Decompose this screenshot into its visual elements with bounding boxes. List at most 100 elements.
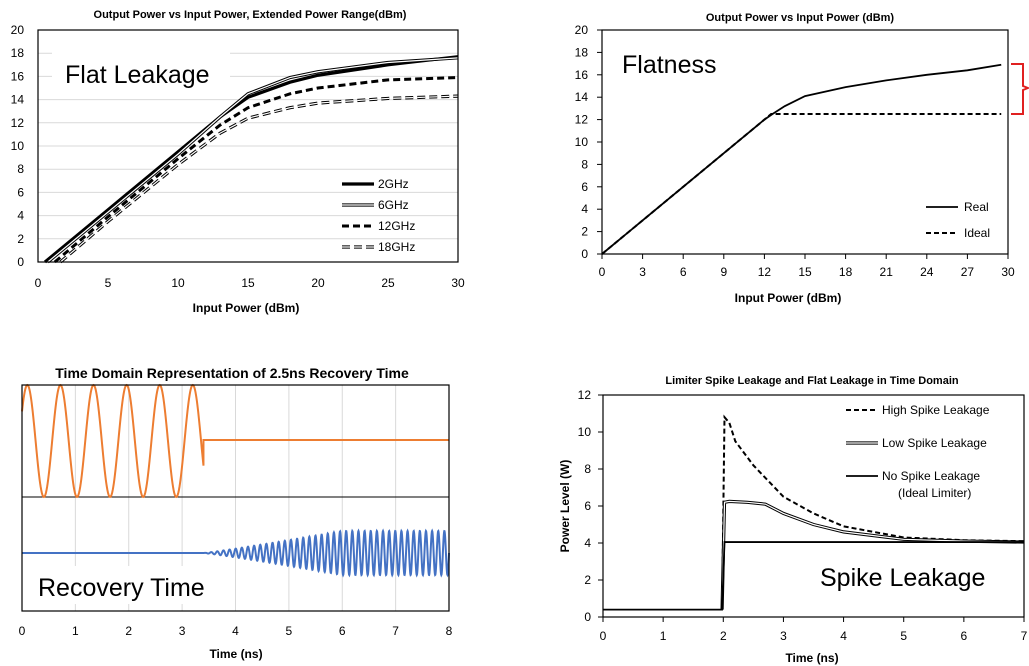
- chart4-y-tick: 6: [584, 499, 591, 513]
- chart3-recovery-signal: [22, 528, 450, 578]
- chart4-series-No Spike Leakage: [603, 541, 1024, 611]
- chart1-y-tick: 6: [17, 185, 24, 199]
- chart2-y-tick: 20: [575, 23, 589, 37]
- chart2-y-tick: 18: [575, 45, 589, 59]
- chart1-x-tick: 10: [171, 276, 185, 290]
- chart2-x-tick: 0: [599, 265, 606, 279]
- chart1-x-tick: 0: [35, 276, 42, 290]
- chart1-x-tick: 15: [241, 276, 255, 290]
- chart4-x-tick: 2: [720, 629, 727, 643]
- flatness-red-bracket: [1011, 63, 1029, 115]
- chart4-title: Limiter Spike Leakage and Flat Leakage i…: [665, 375, 959, 387]
- chart2-x-tick: 21: [880, 265, 894, 279]
- chart2-y-tick: 6: [581, 180, 588, 194]
- chart4-y-tick: 8: [584, 462, 591, 476]
- chart4-x-tick: 5: [900, 629, 907, 643]
- chart1-series-2GHz: [43, 55, 459, 264]
- chart1-y-tick: 0: [17, 255, 24, 269]
- chart1-y-tick: 12: [11, 116, 25, 130]
- chart3-x-tick: 2: [125, 624, 132, 638]
- chart4-x-tick: 4: [840, 629, 847, 643]
- chart-flatness: Output Power vs Input Power (dBm) 0 2 4 6 8 1…: [575, 12, 1029, 305]
- chart2-legend-label: Ideal: [964, 226, 990, 240]
- chart4-legend-label: Low Spike Leakage: [882, 436, 987, 450]
- chart1-y-tick: 4: [17, 209, 24, 223]
- chart4-legend-label: No Spike Leakage: [882, 469, 980, 483]
- chart1-y-tick: 14: [11, 93, 25, 107]
- chart4-x-tick: 1: [660, 629, 667, 643]
- chart3-x-tick: 7: [392, 624, 399, 638]
- chart4-x-tick: 7: [1021, 629, 1028, 643]
- chart4-legend-label: High Spike Leakage: [882, 403, 990, 417]
- chart2-annotation: Flatness: [622, 51, 716, 79]
- chart3-annotation-box: [26, 566, 224, 604]
- chart2-y-tick: 4: [581, 202, 588, 216]
- chart4-y-tick: 10: [578, 425, 592, 439]
- chart1-legend-label: 6GHz: [378, 198, 409, 212]
- chart3-x-tick: 6: [339, 624, 346, 638]
- chart3-x-tick: 8: [446, 624, 453, 638]
- chart4-legend-label-line2: (Ideal Limiter): [898, 486, 971, 500]
- chart1-series-6GHz-inner: [47, 57, 459, 263]
- chart2-x-tick: 30: [1001, 265, 1015, 279]
- chart2-y-tick: 16: [575, 68, 589, 82]
- chart2-x-tick: 9: [720, 265, 727, 279]
- chart2-y-tick: 12: [575, 113, 589, 127]
- chart1-x-axis-label: Input Power (dBm): [193, 301, 300, 315]
- chart4-x-tick: 0: [600, 629, 607, 643]
- chart3-x-tick: 1: [72, 624, 79, 638]
- chart1-y-tick: 18: [11, 46, 25, 60]
- chart2-y-tick: 10: [575, 135, 589, 149]
- chart1-x-tick: 5: [105, 276, 112, 290]
- chart1-y-tick: 20: [11, 23, 25, 37]
- chart2-x-tick: 6: [680, 265, 687, 279]
- chart1-title: Output Power vs Input Power, Extended Po…: [94, 9, 407, 21]
- chart1-y-tick: 10: [11, 139, 25, 153]
- chart3-plot-frame: [21, 384, 450, 612]
- chart2-legend-label: Real: [964, 200, 989, 214]
- chart1-y-tick: 16: [11, 69, 25, 83]
- chart4-y-tick: 12: [578, 388, 592, 402]
- chart3-x-axis-label: Time (ns): [209, 647, 262, 661]
- chart3-x-tick: 5: [286, 624, 293, 638]
- chart1-legend-label: 2GHz: [378, 177, 409, 191]
- chart4-x-axis-label: Time (ns): [785, 651, 838, 665]
- chart4-annotation: Spike Leakage: [820, 564, 985, 592]
- chart4-x-tick: 6: [961, 629, 968, 643]
- chart3-x-tick: 0: [19, 624, 26, 638]
- chart1-annotation-box: [52, 52, 230, 98]
- chart2-title: Output Power vs Input Power (dBm): [706, 12, 895, 24]
- chart1-legend-label: 18GHz: [378, 240, 415, 254]
- chart-recovery-time: Time Domain Representation of 2.5ns Reco…: [19, 365, 453, 661]
- chart3-burst-signal: [21, 383, 449, 499]
- chart4-y-tick: 0: [584, 610, 591, 624]
- chart3-x-tick: 4: [232, 624, 239, 638]
- chart2-y-tick: 14: [575, 90, 589, 104]
- chart1-x-tick: 25: [381, 276, 395, 290]
- chart2-series-Real: [601, 63, 1002, 255]
- chart2-y-tick: 0: [581, 247, 588, 261]
- chart3-title: Time Domain Representation of 2.5ns Reco…: [55, 365, 409, 381]
- chart3-annotation: Recovery Time: [38, 574, 205, 602]
- chart1-legend-label: 12GHz: [378, 219, 415, 233]
- chart1-plot-frame: [37, 29, 459, 263]
- chart2-y-tick: 2: [581, 225, 588, 239]
- chart2-series-Ideal: [601, 113, 1002, 255]
- chart4-series-Low Spike Leakage-inner: [721, 500, 1025, 610]
- chart2-x-tick: 18: [839, 265, 853, 279]
- chart-flat-leakage: Output Power vs Input Power, Extended Po…: [11, 9, 465, 315]
- chart2-y-tick: 8: [581, 157, 588, 171]
- chart4-y-tick: 4: [584, 536, 591, 550]
- chart1-annotation: Flat Leakage: [65, 61, 210, 89]
- chart4-series-Low Spike Leakage-outer: [720, 499, 1025, 610]
- chart4-y-axis-label: Power Level (W): [558, 460, 572, 553]
- chart2-x-tick: 27: [961, 265, 975, 279]
- chart4-x-tick: 3: [780, 629, 787, 643]
- chart1-series-18GHz-inner: [60, 95, 459, 263]
- chart1-y-tick: 2: [17, 232, 24, 246]
- chart-spike-leakage: Limiter Spike Leakage and Flat Leakage i…: [558, 375, 1028, 665]
- chart2-x-tick: 12: [758, 265, 772, 279]
- chart4-y-tick: 2: [584, 573, 591, 587]
- chart2-x-axis-label: Input Power (dBm): [735, 291, 842, 305]
